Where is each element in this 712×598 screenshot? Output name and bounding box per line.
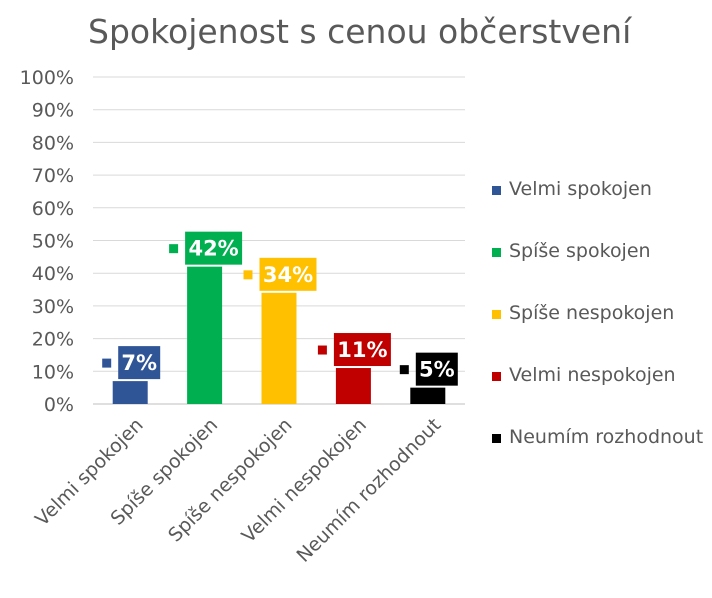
legend-swatch [492, 186, 501, 195]
data-label: 11% [337, 338, 387, 362]
legend-swatch [492, 310, 501, 319]
x-category-label: Spíše nespokojen [164, 414, 296, 546]
data-label-box [118, 346, 161, 380]
legend-swatch [492, 434, 501, 443]
legend-label: Velmi nespokojen [509, 364, 676, 386]
x-category-label: Velmi nespokojen [238, 414, 371, 547]
data-label: 7% [121, 351, 157, 375]
bar [261, 292, 297, 404]
legend-label: Neumím rozhodnout [509, 426, 703, 448]
y-tick-label: 30% [32, 296, 74, 318]
data-label-box [333, 333, 391, 367]
legend-label: Spíše nespokojen [509, 302, 674, 324]
legend-label: Spíše spokojen [509, 240, 651, 262]
data-label-key [317, 345, 327, 355]
y-tick-label: 60% [32, 198, 74, 220]
bar [187, 266, 223, 404]
legend-swatch [492, 372, 501, 381]
data-label-key [169, 244, 179, 254]
y-tick-label: 10% [32, 361, 74, 383]
y-tick-label: 0% [44, 394, 74, 416]
y-tick-label: 20% [32, 329, 74, 351]
data-label: 5% [419, 358, 455, 382]
y-tick-label: 80% [32, 132, 74, 154]
data-label-box [259, 257, 317, 291]
data-label-box [185, 231, 243, 265]
bar [335, 368, 371, 404]
legend-swatch [492, 248, 501, 257]
data-label: 42% [188, 237, 238, 261]
y-tick-label: 40% [32, 263, 74, 285]
data-label-key [399, 365, 409, 375]
y-tick-label: 100% [20, 67, 74, 89]
x-category-label: Neumím rozhodnout [292, 414, 445, 567]
y-tick-label: 90% [32, 100, 74, 122]
bar [410, 387, 446, 404]
chart-title: Spokojenost s cenou občerstvení [88, 12, 632, 51]
data-label-key [102, 358, 112, 368]
y-tick-label: 70% [32, 165, 74, 187]
bar [112, 381, 148, 404]
legend-label: Velmi spokojen [509, 178, 652, 200]
data-label-box [415, 352, 458, 386]
data-label-key [243, 270, 253, 280]
data-label: 34% [263, 263, 313, 287]
y-tick-label: 50% [32, 231, 74, 253]
